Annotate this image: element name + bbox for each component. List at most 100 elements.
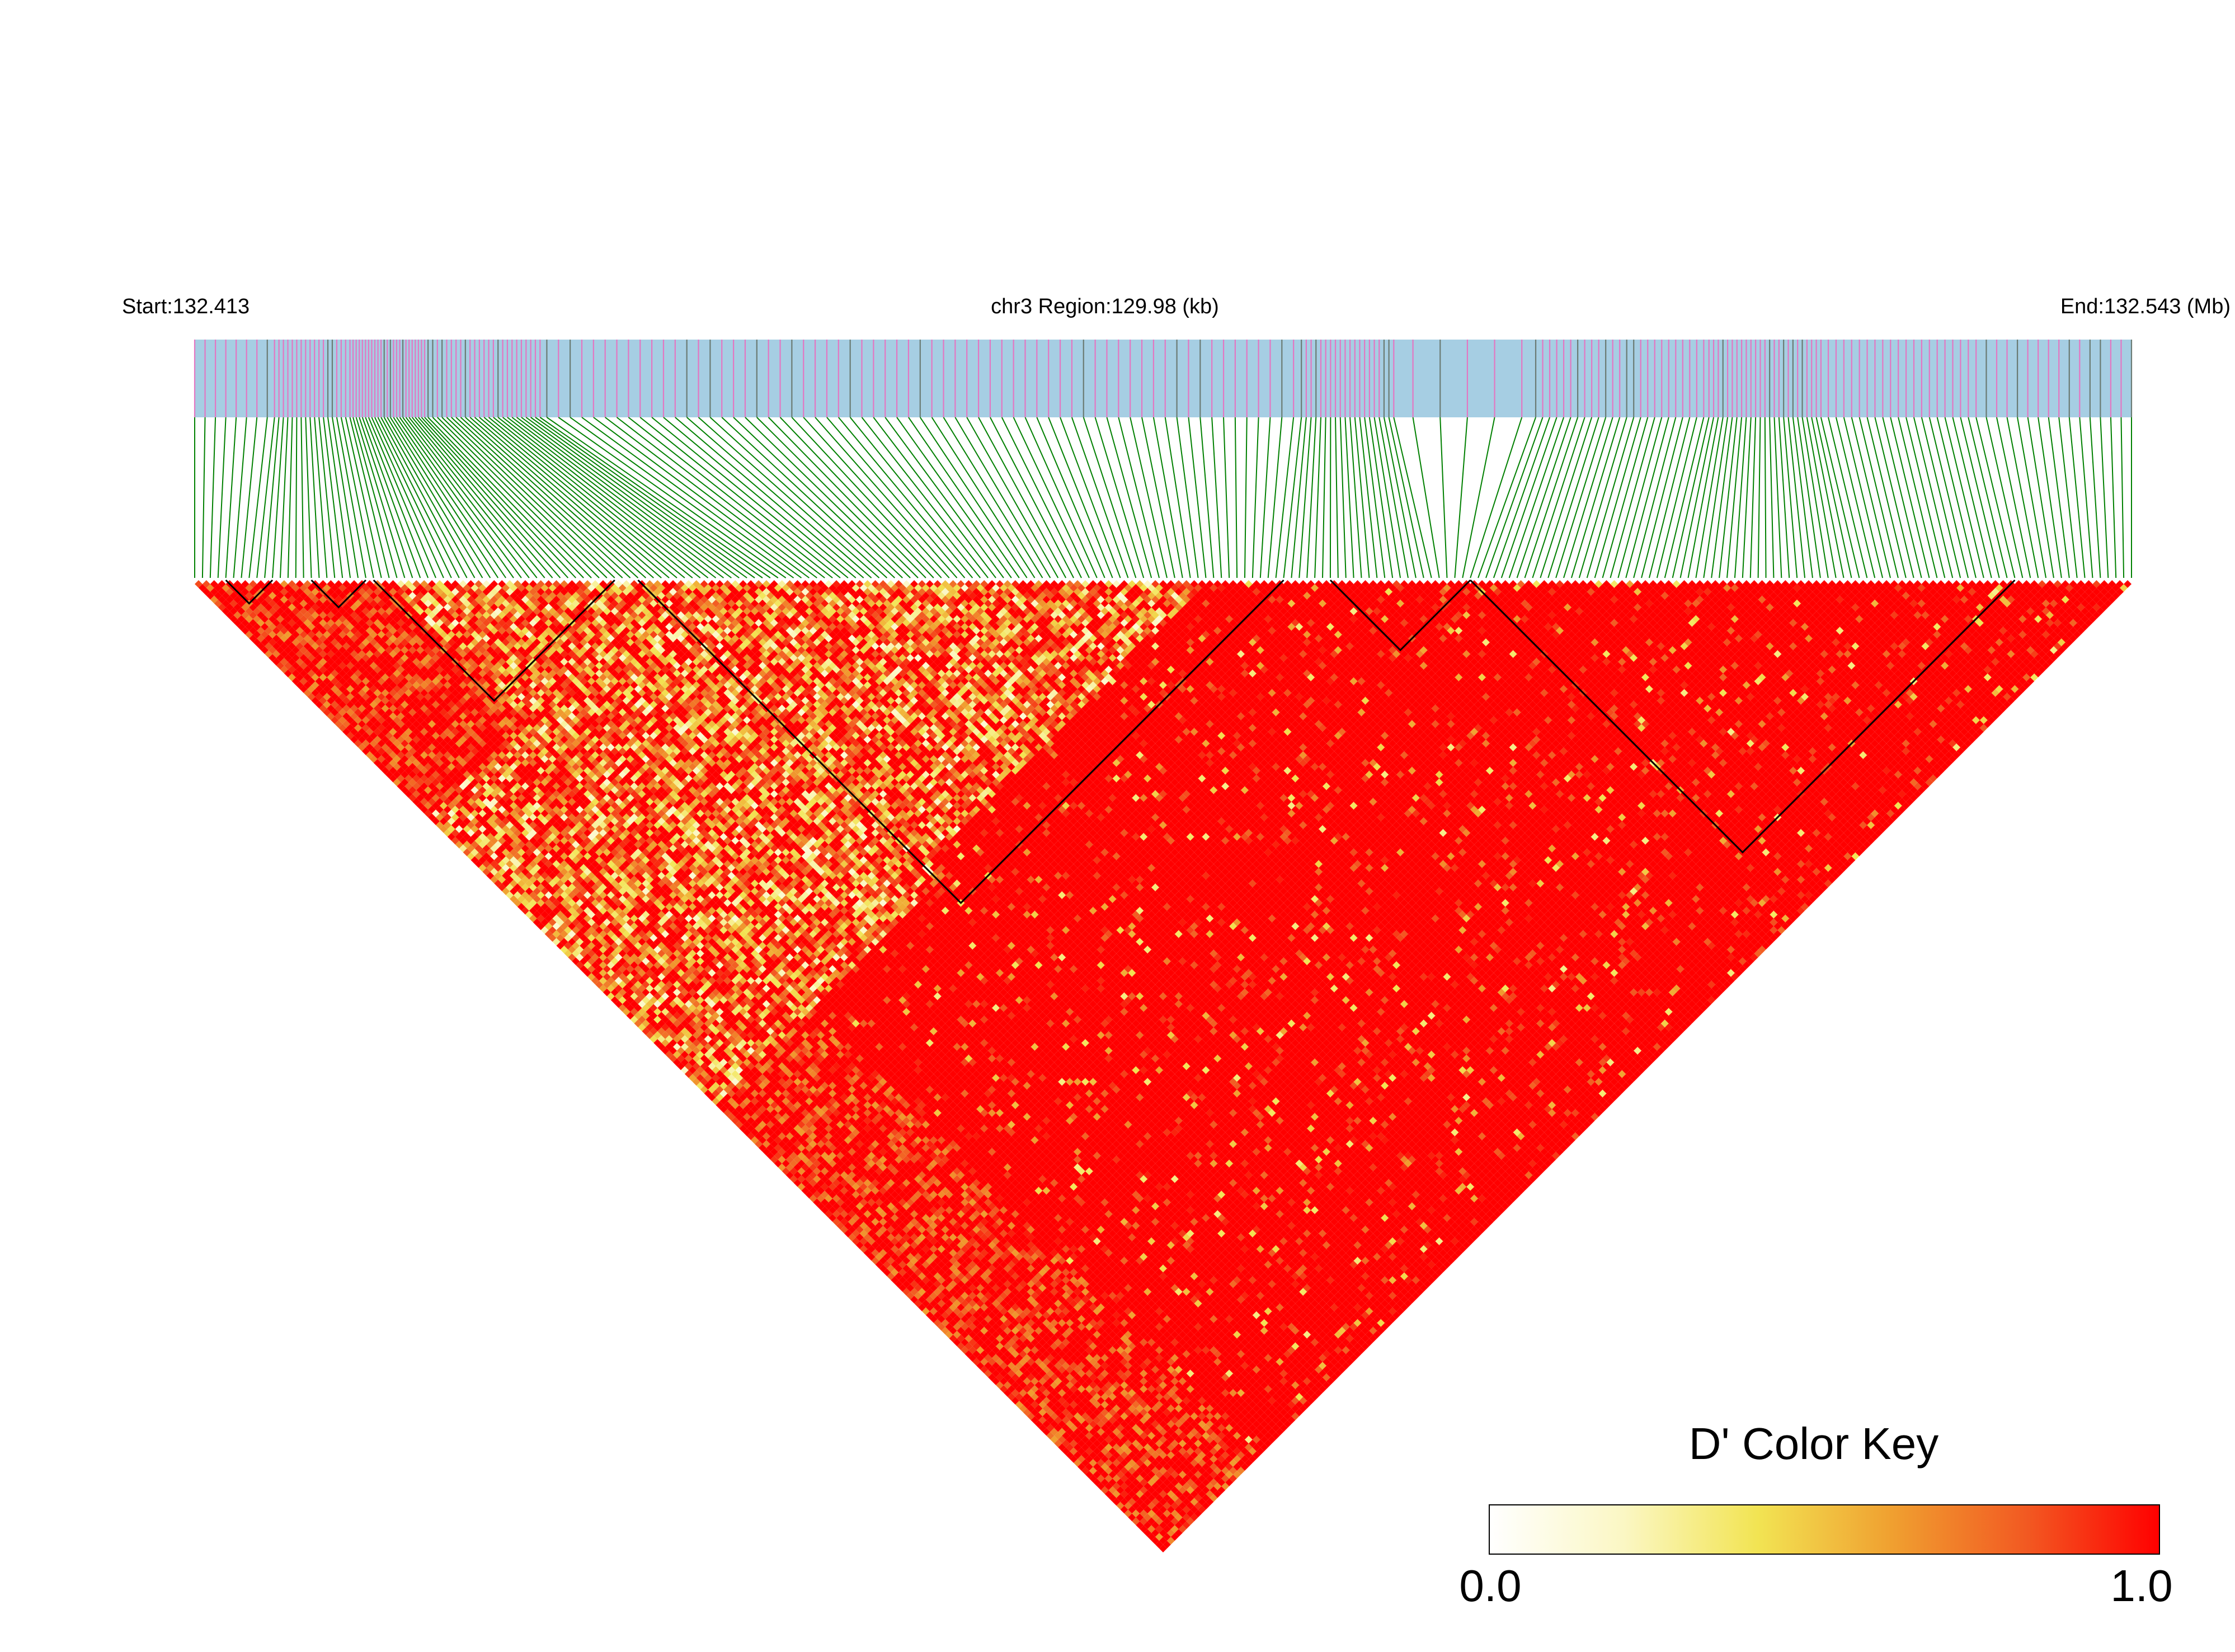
snp-connector bbox=[699, 417, 879, 578]
snp-connector bbox=[1758, 417, 1761, 578]
snp-connector bbox=[2079, 417, 2092, 578]
snp-connector bbox=[2049, 417, 2069, 578]
snp-connector bbox=[296, 417, 297, 578]
snp-connector bbox=[369, 417, 436, 578]
snp-connector bbox=[415, 417, 552, 578]
snp-connector bbox=[757, 417, 918, 578]
snp-connector bbox=[1860, 417, 1898, 578]
snp-connector bbox=[1177, 417, 1198, 578]
snp-connector bbox=[341, 417, 374, 578]
snp-connector bbox=[1323, 417, 1326, 578]
snp-connector bbox=[1440, 417, 1447, 578]
snp-connector bbox=[2059, 417, 2077, 578]
snp-connector bbox=[1345, 417, 1353, 578]
snp-connector bbox=[1299, 417, 1311, 578]
region-start-label: Start:132.413 bbox=[122, 295, 250, 318]
snp-connector bbox=[2007, 417, 2039, 578]
snp-connector bbox=[1188, 417, 1206, 578]
snp-connector bbox=[1883, 417, 1921, 578]
snp-connector bbox=[1268, 417, 1282, 578]
snp-connector bbox=[1875, 417, 1913, 578]
snp-connector bbox=[446, 417, 614, 578]
snp-connector bbox=[932, 417, 1035, 578]
snp-connector bbox=[1556, 417, 1606, 578]
snp-connector bbox=[1455, 417, 1467, 578]
snp-connector bbox=[301, 417, 303, 578]
snp-connector bbox=[839, 417, 973, 578]
snp-connector bbox=[2100, 417, 2108, 578]
snp-connector bbox=[850, 417, 981, 578]
snp-connector bbox=[1743, 417, 1751, 578]
snp-connector bbox=[1821, 417, 1859, 578]
snp-connector bbox=[1235, 417, 1237, 578]
snp-connector bbox=[1564, 417, 1613, 578]
snp-connector bbox=[1245, 417, 1247, 578]
snp-connector bbox=[332, 417, 358, 578]
snp-connector bbox=[1922, 417, 1960, 578]
snp-connector bbox=[628, 417, 832, 578]
snp-connector bbox=[722, 417, 895, 578]
snp-connector bbox=[521, 417, 739, 578]
snp-connector bbox=[288, 417, 293, 578]
snp-connector bbox=[1084, 417, 1136, 578]
snp-connector bbox=[1945, 417, 1984, 578]
snp-connector bbox=[421, 417, 568, 578]
snp-connector bbox=[1844, 417, 1883, 578]
snp-connector bbox=[1532, 417, 1584, 578]
snp-position-track bbox=[195, 340, 2132, 417]
snp-connector bbox=[1224, 417, 1229, 578]
snp-connector bbox=[350, 417, 389, 578]
snp-connector bbox=[1587, 417, 1634, 578]
snp-connector bbox=[451, 417, 623, 578]
snp-connector bbox=[780, 417, 934, 578]
snp-connector bbox=[1340, 417, 1346, 578]
region-end-label: End:132.543 (Mb) bbox=[2060, 295, 2231, 318]
snp-connector bbox=[465, 417, 646, 578]
snp-connector bbox=[2121, 417, 2124, 578]
snp-connector bbox=[1253, 417, 1259, 578]
snp-connector bbox=[1665, 417, 1704, 578]
snp-connector bbox=[1525, 417, 1578, 578]
snp-connector bbox=[1914, 417, 1952, 578]
snp-connector bbox=[1517, 417, 1571, 578]
snp-connector bbox=[1579, 417, 1627, 578]
snp-connector bbox=[803, 417, 949, 578]
snp-connector bbox=[1200, 417, 1213, 578]
snp-connector bbox=[1307, 417, 1316, 578]
snp-connector bbox=[234, 417, 247, 578]
snp-connector bbox=[249, 417, 267, 578]
snp-connector bbox=[1335, 417, 1338, 578]
snp-connector bbox=[1350, 417, 1361, 578]
snp-connector bbox=[314, 417, 327, 578]
snp-connector bbox=[1867, 417, 1906, 578]
snp-connector bbox=[226, 417, 237, 578]
snp-connector bbox=[535, 417, 763, 578]
snp-connector bbox=[371, 417, 443, 578]
snp-connector bbox=[1836, 417, 1875, 578]
snp-connector bbox=[1118, 417, 1159, 578]
snp-connector bbox=[1906, 417, 1945, 578]
snp-connector bbox=[944, 417, 1043, 578]
snp-connector bbox=[1937, 417, 1976, 578]
snp-connector bbox=[1751, 417, 1756, 578]
snp-connector bbox=[1571, 417, 1620, 578]
snp-connector bbox=[2090, 417, 2101, 578]
snp-connector bbox=[363, 417, 420, 578]
snp-connector bbox=[1952, 417, 1991, 578]
snp-connector bbox=[897, 417, 1011, 578]
snp-connector bbox=[1681, 417, 1714, 578]
snp-connector bbox=[1037, 417, 1104, 578]
snp-connector bbox=[203, 417, 205, 578]
snp-connector bbox=[1130, 417, 1167, 578]
snp-connector bbox=[1735, 417, 1747, 578]
snp-connector bbox=[1898, 417, 1937, 578]
snp-connector bbox=[1960, 417, 1999, 578]
snp-connector bbox=[1770, 417, 1773, 578]
snp-connector bbox=[1803, 417, 1828, 578]
snp-connector bbox=[305, 417, 311, 578]
snp-connector bbox=[1375, 417, 1401, 578]
snp-connector bbox=[241, 417, 257, 578]
snp-connector bbox=[1765, 417, 1766, 578]
ld-cell-layer bbox=[195, 580, 2132, 1552]
